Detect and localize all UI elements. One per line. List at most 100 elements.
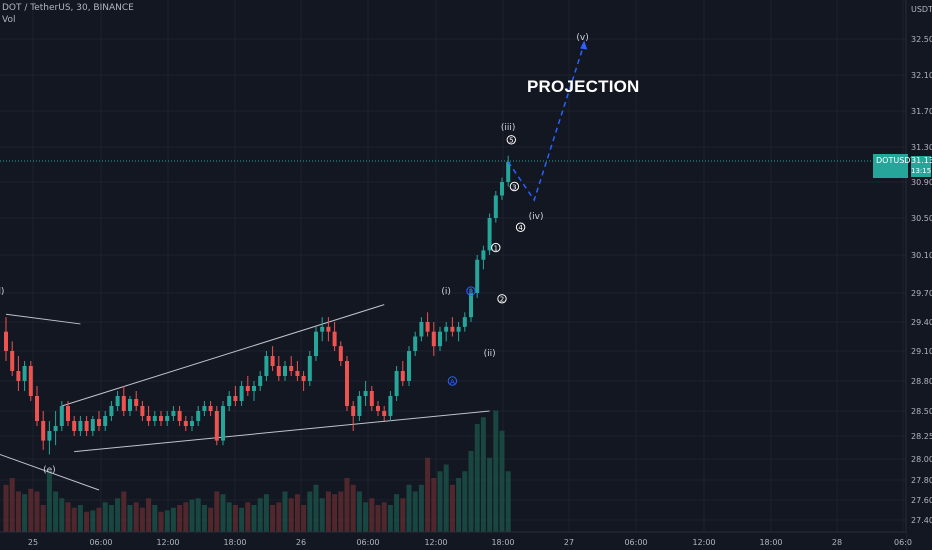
volume-bar <box>437 471 443 532</box>
candle-body <box>283 366 287 376</box>
wedge-upper-line <box>61 304 385 407</box>
grid-lines <box>0 0 906 532</box>
price-tick-label: 29.10 <box>911 347 932 356</box>
volume-bar <box>201 505 207 532</box>
candle-body <box>16 371 21 381</box>
volume-bar <box>177 505 183 532</box>
candle-body <box>258 376 263 386</box>
volume-bar <box>152 505 158 532</box>
volume-bar <box>133 502 139 532</box>
volume-bar <box>158 511 164 532</box>
price-tick-label: 28.00 <box>911 455 932 464</box>
candle-body <box>264 356 269 376</box>
candle-body <box>307 356 312 381</box>
candle-body <box>177 411 182 421</box>
wave-label: d) <box>0 287 4 297</box>
candle-body <box>332 331 337 347</box>
candle-body <box>72 421 77 431</box>
price-tick-label: 28.25 <box>911 432 932 441</box>
symbol-title[interactable]: DOT / TetherUS, 30, BINANCE <box>2 3 134 13</box>
volume-bar <box>208 507 214 532</box>
symbol-price-badge <box>873 154 908 178</box>
price-tick-label: 29.40 <box>911 318 932 327</box>
projection-arrowhead <box>580 40 588 50</box>
volume-bar <box>468 451 474 532</box>
price-tick-label: 32.10 <box>911 71 932 80</box>
time-tick-label: 25 <box>28 538 38 547</box>
volume-bar <box>387 505 393 532</box>
candle-body <box>493 195 498 218</box>
volume-bar <box>3 484 9 532</box>
candle-body <box>276 366 281 376</box>
volume-bar <box>319 498 325 532</box>
price-tick-label: 27.60 <box>911 496 932 505</box>
volume-bar <box>34 491 40 532</box>
wave-marker-label: 5 <box>509 137 513 145</box>
volume-bar <box>431 478 437 532</box>
candle-body <box>47 431 52 441</box>
volume-bar <box>356 491 362 532</box>
volume-bar <box>239 507 245 532</box>
candle-body <box>444 326 449 332</box>
volume-indicator-label[interactable]: Vol <box>2 15 16 25</box>
volume-bar <box>288 498 294 532</box>
volume-bar <box>232 505 238 532</box>
candle-body <box>10 351 15 371</box>
candle-body <box>97 419 101 426</box>
candle-body <box>500 182 504 196</box>
volume-bar <box>65 502 71 532</box>
volume-bar <box>487 457 493 532</box>
time-tick-label: 06:0 <box>894 538 912 547</box>
time-tick-label: 12:00 <box>692 538 715 547</box>
price-tick-label: 31.70 <box>911 107 932 116</box>
candle-body <box>289 366 294 371</box>
price-tick-label: 30.90 <box>911 178 932 187</box>
price-axis[interactable] <box>906 0 932 550</box>
candle-body <box>53 426 58 431</box>
volume-bar <box>84 511 90 532</box>
candle-body <box>469 293 473 318</box>
candle-body <box>183 421 188 426</box>
candle-body <box>109 406 114 416</box>
time-axis[interactable] <box>0 532 906 550</box>
candle-body <box>320 326 325 332</box>
volume-bar <box>251 505 257 532</box>
volume-bar <box>115 498 121 532</box>
volume-bar <box>294 494 300 532</box>
candle-body <box>115 396 120 406</box>
volume-bar <box>313 484 319 532</box>
candle-body <box>159 416 163 421</box>
badge-symbol: DOTUSDT <box>876 156 916 165</box>
candle-body <box>202 406 207 411</box>
badge-price: 31.13 <box>911 156 932 167</box>
candle-body <box>165 416 170 421</box>
candle-body <box>78 421 83 431</box>
volume-bar <box>245 502 251 532</box>
volume-bar <box>499 430 505 532</box>
time-tick-label: 06:00 <box>356 538 379 547</box>
volume-bar <box>363 502 369 532</box>
candle-body <box>252 386 256 391</box>
wave-label: (ii) <box>484 349 496 359</box>
wave-label: (v) <box>576 33 588 43</box>
volume-bar <box>369 498 375 532</box>
volume-bar <box>164 510 170 532</box>
candle-body <box>128 399 132 411</box>
candle-body <box>357 396 362 416</box>
candle-body <box>450 326 455 332</box>
candle-body <box>90 419 95 431</box>
volume-bar <box>96 507 102 532</box>
price-tick-label: 31.30 <box>911 143 932 152</box>
price-tick-label: 27.40 <box>911 516 932 525</box>
wave-marker-label: 3 <box>512 183 516 191</box>
time-axis-ticks: 25 06:00 12:00 18:00 26 06:00 12:00 18:00 27 06:0… <box>28 538 912 547</box>
candle-body <box>121 396 126 411</box>
candle-body <box>462 317 467 327</box>
volume-bar <box>183 502 189 532</box>
candle-body <box>301 376 306 381</box>
volume-bar <box>139 507 145 532</box>
volume-bar <box>102 502 108 532</box>
volume-bar <box>59 498 65 532</box>
volume-bar <box>449 484 455 532</box>
